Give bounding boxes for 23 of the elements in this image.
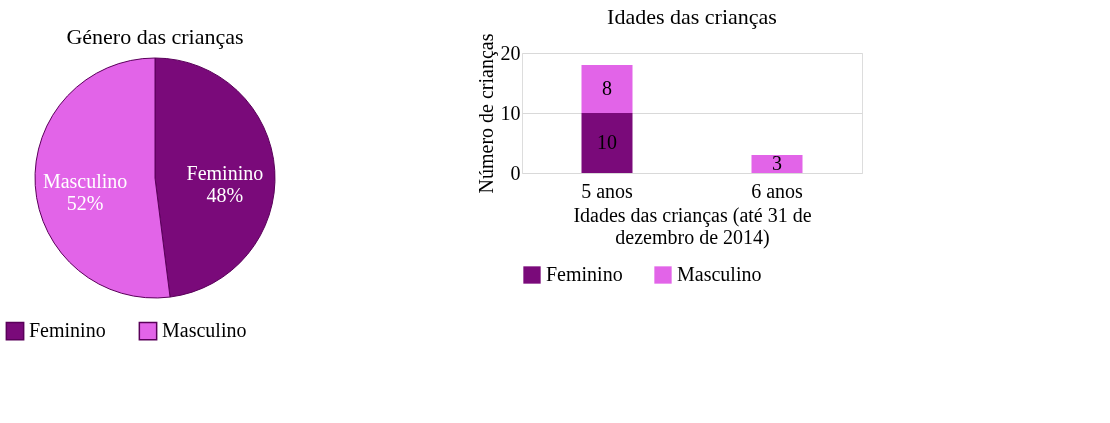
chart-title: Género das crianças	[66, 24, 244, 49]
bar	[581, 65, 633, 113]
legend-label: Feminino	[546, 263, 623, 285]
x-tick-label: 5 anos	[581, 179, 634, 202]
data-label: 8	[602, 77, 612, 99]
legend-label: Feminino	[29, 319, 106, 342]
y-tick-label: 0	[510, 161, 521, 184]
legend-label: Masculino	[677, 263, 762, 285]
data-label: 48%	[206, 183, 244, 206]
x-axis-title: Idades das crianças (até 31 de dezembro de 2014)	[573, 203, 812, 249]
slice-label: Masculino	[42, 170, 128, 193]
data-label: 3	[772, 152, 782, 174]
bar	[751, 155, 803, 173]
legend-label: Masculino	[162, 319, 247, 342]
y-tick-label: 10	[500, 101, 521, 124]
x-tick-label: 6 anos	[751, 179, 804, 202]
slice-label: Feminino	[186, 161, 264, 184]
y-tick-label: 20	[500, 41, 521, 64]
y-axis-title: Número de crianças	[474, 33, 498, 194]
chart-title: Idades das crianças	[607, 4, 777, 30]
bar	[581, 113, 633, 173]
data-label: 10	[597, 131, 617, 153]
data-label: 52%	[66, 192, 104, 215]
